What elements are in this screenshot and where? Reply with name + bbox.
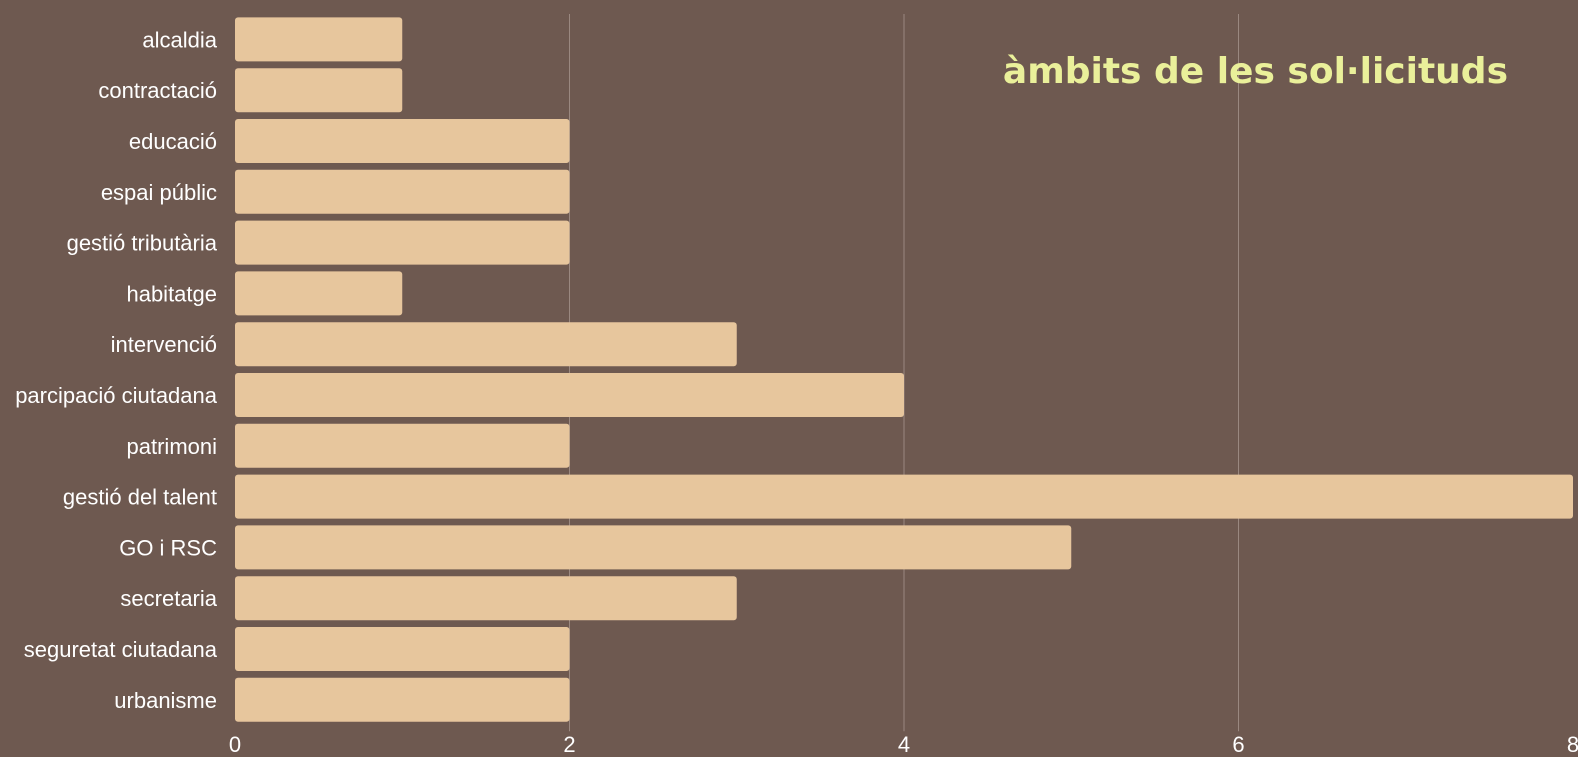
category-label: secretaria — [120, 586, 217, 611]
bar — [235, 169, 570, 214]
category-label: gestió tributària — [67, 231, 218, 256]
category-label: contractació — [98, 78, 217, 103]
bar — [235, 525, 1072, 570]
category-label: habitatge — [126, 281, 217, 306]
x-tick-label: 8 — [1567, 732, 1578, 757]
chart-title: àmbits de les sol·licituds — [1003, 51, 1508, 92]
bar — [235, 322, 737, 367]
category-labels: alcaldia contractació educació espai públic… — [15, 27, 218, 712]
bar — [235, 119, 570, 163]
bar — [235, 474, 1573, 519]
grid-lines — [569, 14, 1239, 732]
x-axis-tick-labels: 0 2 4 6 8 — [229, 732, 1578, 757]
x-tick-label: 0 — [229, 732, 241, 757]
category-label: gestió del talent — [63, 485, 217, 510]
bar — [235, 677, 570, 722]
bar — [235, 576, 737, 621]
category-label: educació — [129, 129, 217, 154]
bar — [235, 220, 570, 265]
bars — [235, 17, 1573, 722]
category-label: alcaldia — [142, 27, 217, 52]
category-label: seguretat ciutadana — [24, 637, 218, 662]
category-label: GO i RSC — [119, 535, 217, 560]
category-label: parcipació ciutadana — [15, 383, 218, 408]
bar — [235, 373, 904, 417]
bar — [235, 423, 570, 468]
x-tick-label: 4 — [898, 732, 910, 757]
x-tick-label: 6 — [1232, 732, 1244, 757]
category-label: intervenció — [111, 332, 217, 357]
bar — [235, 271, 403, 316]
category-label: urbanisme — [114, 688, 217, 713]
category-label: espai públic — [101, 180, 217, 205]
x-tick-label: 2 — [563, 732, 575, 757]
bar — [235, 627, 570, 671]
bar — [235, 68, 403, 113]
category-label: patrimoni — [127, 434, 217, 459]
bar — [235, 17, 403, 62]
